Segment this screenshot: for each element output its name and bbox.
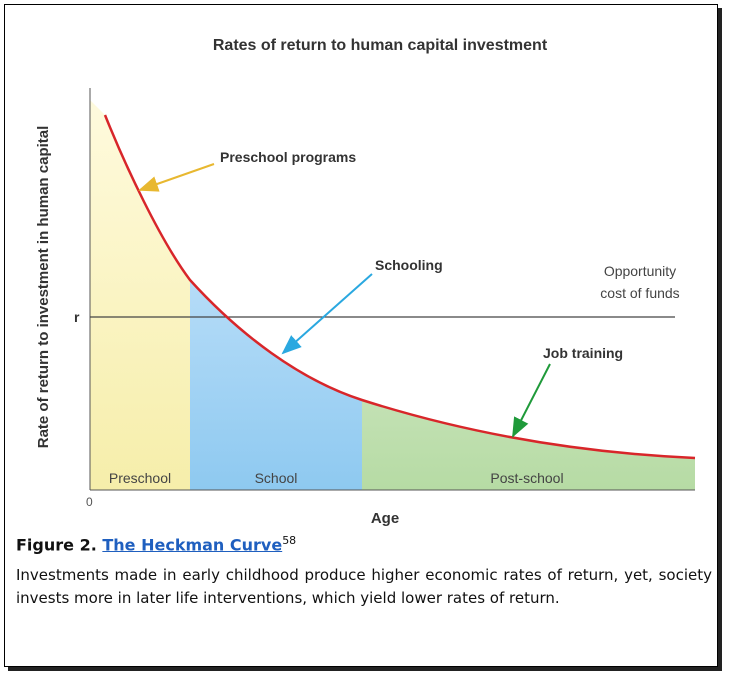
heckman-chart: Rates of return to human capital investm…: [35, 37, 696, 527]
region-label: Preschool: [109, 470, 171, 486]
region-label: Post-school: [490, 470, 563, 486]
x-axis-label: Age: [371, 510, 399, 527]
annotation: Opportunity: [604, 263, 676, 279]
y-axis-label: Rate of return to investment in human ca…: [35, 126, 52, 449]
school-region: [190, 100, 362, 490]
caption-link[interactable]: The Heckman Curve: [102, 535, 283, 555]
origin-label: 0: [86, 495, 93, 509]
arrow: [512, 363, 551, 438]
r-label: r: [74, 309, 80, 325]
annotation: Job training: [543, 345, 623, 361]
preschool-region: [90, 100, 190, 490]
annotation: Preschool programs: [220, 149, 356, 165]
annotation: cost of funds: [600, 285, 679, 301]
region-label: School: [255, 470, 298, 486]
heckman-curve: [103, 114, 696, 460]
arrow: [138, 163, 215, 192]
caption-label: Figure 2.: [16, 535, 97, 555]
footnote-ref: 58: [282, 534, 297, 547]
annotation: Schooling: [375, 257, 443, 273]
chart-title: Rates of return to human capital investm…: [213, 37, 548, 54]
caption-text: Investments made in early childhood prod…: [16, 566, 712, 607]
arrow: [281, 273, 373, 355]
caption-heading: Figure 2. The Heckman Curve58: [16, 534, 712, 554]
